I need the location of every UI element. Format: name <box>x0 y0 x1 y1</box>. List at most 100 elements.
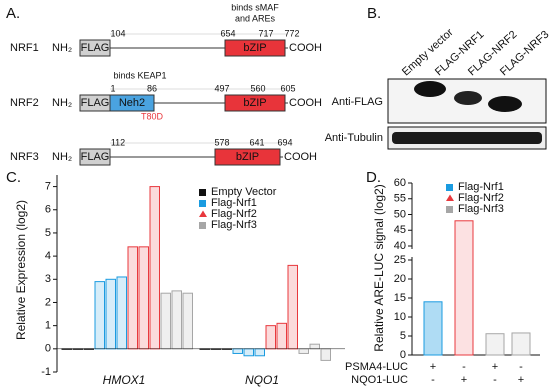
protein-name: NRF1 <box>10 42 39 54</box>
x-tick-label: HMOX1 <box>103 373 146 387</box>
bar <box>287 264 298 350</box>
bar <box>454 220 474 356</box>
residue-number: 694 <box>277 137 292 147</box>
residue-number: 605 <box>280 83 295 93</box>
legend-marker <box>199 189 206 196</box>
y-tick-label: 4 <box>45 250 51 262</box>
legend-marker <box>446 194 454 201</box>
condition-label: NQO1-LUC <box>351 374 408 386</box>
n-terminus: NH₂ <box>52 97 72 109</box>
panel-label: A. <box>6 5 20 22</box>
bar <box>160 292 171 350</box>
n-terminus: NH₂ <box>52 151 72 163</box>
legend-label: Flag-Nrf3 <box>458 203 504 215</box>
legend-label: Flag-Nrf1 <box>211 197 257 209</box>
y-tick-label: 0 <box>400 349 406 361</box>
bar <box>276 322 287 350</box>
band <box>414 81 446 97</box>
condition-sign: - <box>493 374 497 386</box>
y-axis-label: Relative Expression (log2) <box>14 200 28 340</box>
flag-label: FLAG <box>81 97 110 109</box>
flag-label: FLAG <box>81 42 110 54</box>
bar <box>94 281 105 350</box>
condition-sign: + <box>430 361 436 373</box>
y-tick-label: 5 <box>400 330 406 342</box>
flag-box <box>79 148 111 166</box>
bar <box>298 348 309 354</box>
residue-number: 578 <box>214 137 229 147</box>
y-tick-label: 25 <box>394 254 406 266</box>
condition-sign: + <box>518 374 524 386</box>
panel-label: D. <box>366 169 381 186</box>
bar <box>232 348 243 354</box>
y-tick-label: 2 <box>45 296 51 308</box>
protein-name: NRF3 <box>10 151 39 163</box>
protein-name: NRF2 <box>10 97 39 109</box>
flag-box <box>79 39 111 57</box>
bar <box>182 292 193 350</box>
condition-sign: - <box>431 374 435 386</box>
n-terminus: NH₂ <box>52 42 72 54</box>
condition-label: PSMA4-LUC <box>345 361 408 373</box>
panel-label: C. <box>6 169 21 186</box>
bzip-label: bZIP <box>243 97 266 109</box>
legend-label: Flag-Nrf1 <box>458 181 504 193</box>
annotation: binds sMAF <box>231 2 279 12</box>
band <box>488 96 522 112</box>
neh2-box <box>109 94 155 112</box>
legend-marker <box>446 184 453 191</box>
c-terminus: COOH <box>289 42 322 54</box>
y-axis-label: Relative ARE-LUC signal (log2) <box>372 184 386 351</box>
y-tick-label: 45 <box>394 224 406 236</box>
band <box>454 91 482 105</box>
c-terminus: COOH <box>289 97 322 109</box>
blot-label: Anti-Tubulin <box>325 132 383 144</box>
residue-number: 1 <box>110 83 115 93</box>
y-tick-label: 15 <box>394 292 406 304</box>
y-tick-label: 20 <box>394 273 406 285</box>
y-tick-label: 10 <box>394 311 406 323</box>
residue-number: 104 <box>110 28 125 38</box>
condition-sign: + <box>492 361 498 373</box>
y-tick-label: 50 <box>394 208 406 220</box>
bzip-box <box>224 94 286 112</box>
neh2-label: Neh2 <box>119 97 145 109</box>
condition-sign: - <box>462 361 466 373</box>
bar <box>171 290 182 350</box>
flag-label: FLAG <box>81 151 110 163</box>
residue-number: 497 <box>214 83 229 93</box>
residue-number: 86 <box>147 83 157 93</box>
y-tick-label: 7 <box>45 180 51 192</box>
x-tick-label: NQO1 <box>245 373 279 387</box>
bar <box>485 333 505 356</box>
annotation: binds KEAP1 <box>113 70 166 80</box>
bar <box>116 276 127 350</box>
legend-label: Flag-Nrf3 <box>211 219 257 231</box>
legend-label: Flag-Nrf2 <box>211 208 257 220</box>
bar <box>254 348 265 357</box>
y-tick-label: 0 <box>45 343 51 355</box>
condition-sign: + <box>461 374 467 386</box>
residue-number: 560 <box>250 83 265 93</box>
panel-label: B. <box>367 5 381 22</box>
blot-label: Anti-FLAG <box>332 96 383 108</box>
annotation: and AREs <box>235 13 276 23</box>
y-tick-label: 5 <box>45 227 51 239</box>
bar <box>127 246 138 350</box>
legend-marker <box>199 200 206 207</box>
condition-sign: - <box>519 361 523 373</box>
y-tick-label: 40 <box>394 240 406 252</box>
bar <box>149 186 160 350</box>
y-tick-label: 60 <box>394 177 406 189</box>
bar <box>423 301 443 356</box>
c-terminus: COOH <box>284 151 317 163</box>
bar <box>105 278 116 350</box>
bzip-box <box>214 148 281 166</box>
bzip-label: bZIP <box>236 151 259 163</box>
bar <box>309 343 320 350</box>
legend-marker <box>199 210 207 217</box>
y-tick-label: 55 <box>394 193 406 205</box>
residue-number: 112 <box>111 137 125 147</box>
bzip-label: bZIP <box>243 42 266 54</box>
